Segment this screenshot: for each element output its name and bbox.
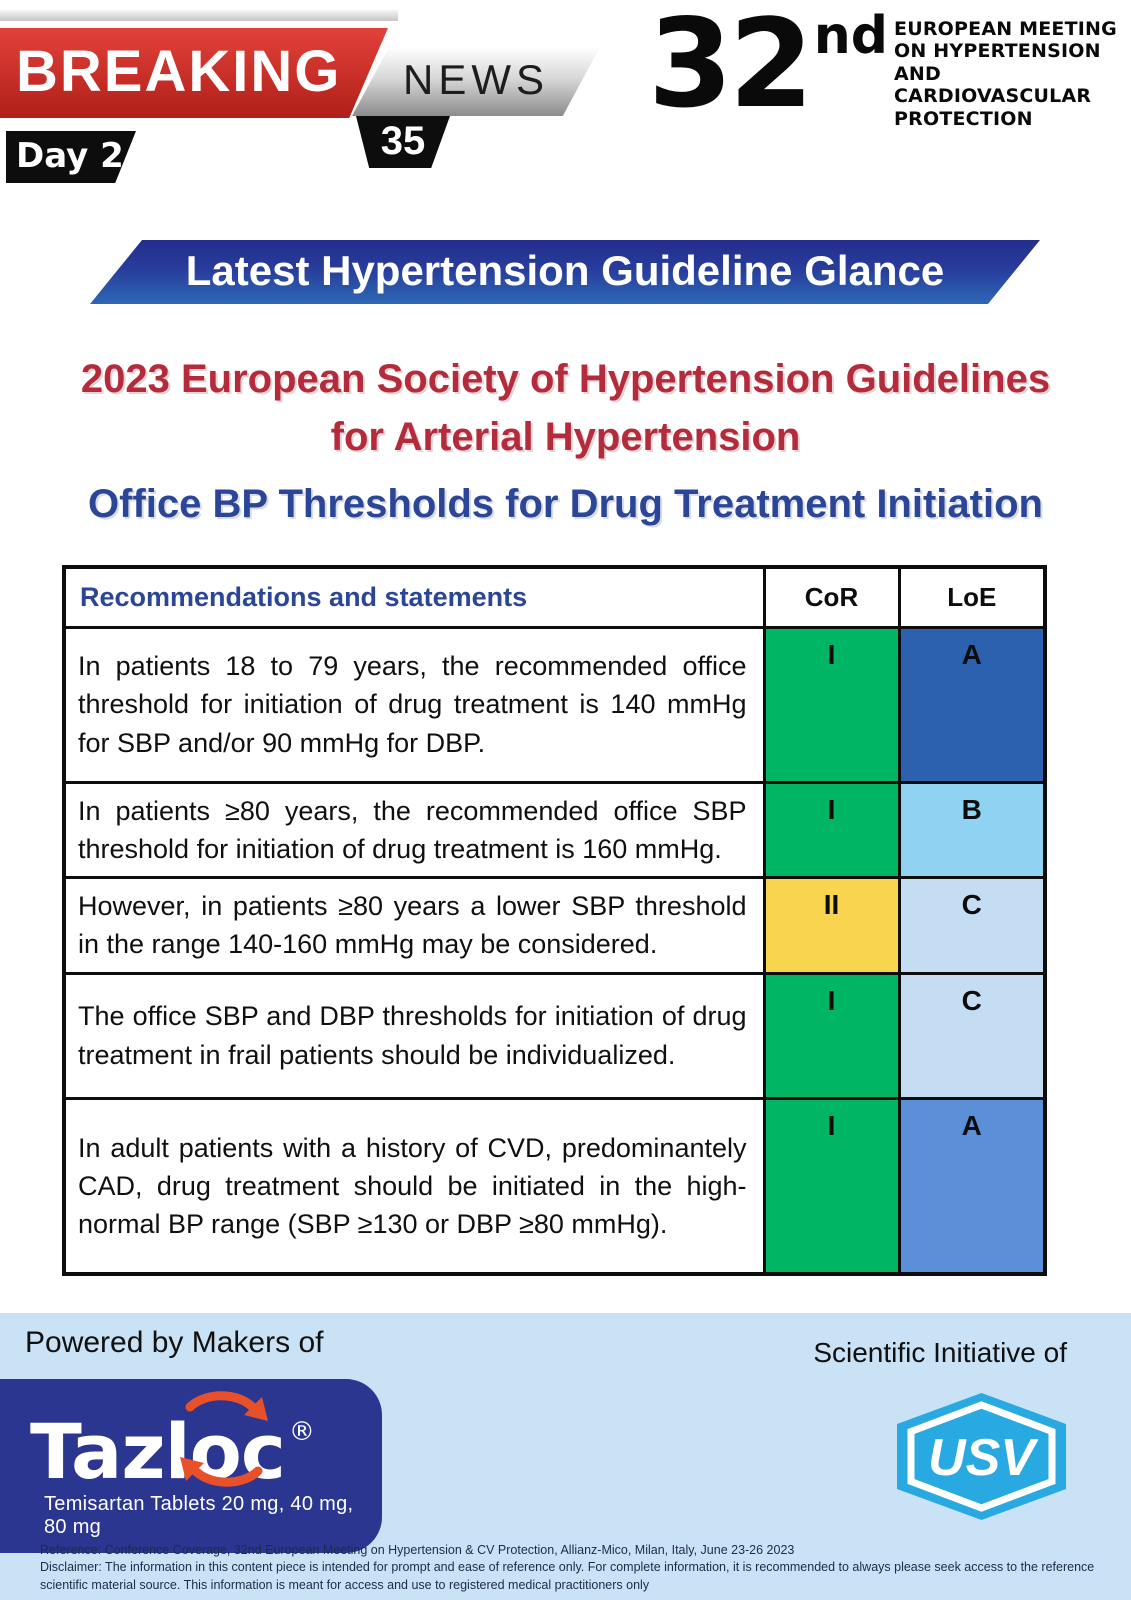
scientific-initiative-label: Scientific Initiative of	[813, 1337, 1067, 1368]
reference-text: Reference: Conference Coverage, 32nd Eur…	[40, 1542, 795, 1557]
powered-by-label: Powered by Makers of	[25, 1326, 324, 1359]
main-title: 2023 European Society of Hypertension Gu…	[0, 350, 1131, 466]
recommendation-text: However, in patients ≥80 years a lower S…	[62, 876, 766, 975]
table-row: The office SBP and DBP thresholds for in…	[62, 971, 1047, 1100]
meeting-logo: 32 nd EUROPEAN MEETING ON HYPERTENSION A…	[648, 0, 1131, 135]
cor-grade-cell: I	[762, 971, 901, 1100]
disclaimer-text: Disclaimer: The information in this cont…	[40, 1560, 1095, 1592]
meeting-name-line1: EUROPEAN MEETING	[894, 18, 1117, 40]
recommendation-text: The office SBP and DBP thresholds for in…	[62, 971, 766, 1100]
tazloc-letter-o: o	[179, 1391, 268, 1496]
main-title-line2: for Arterial Hypertension	[330, 415, 801, 459]
cor-grade-cell: I	[762, 1096, 901, 1276]
tazloc-text-left: Tazl	[30, 1407, 191, 1496]
usv-text: USV	[928, 1429, 1039, 1487]
header-recommendations: Recommendations and statements	[62, 565, 766, 629]
reference-block: Reference: Conference Coverage, 32nd Eur…	[40, 1542, 1110, 1595]
loe-grade-cell: B	[897, 780, 1047, 880]
registered-mark: ®	[288, 1417, 315, 1447]
loe-grade-cell: A	[897, 625, 1047, 784]
table-row: In adult patients with a history of CVD,…	[62, 1096, 1047, 1276]
header-gradient-strip	[0, 10, 398, 21]
recommendation-text: In patients ≥80 years, the recommended o…	[62, 780, 766, 880]
loe-grade-cell: C	[897, 971, 1047, 1100]
main-title-line1: 2023 European Society of Hypertension Gu…	[80, 357, 1051, 401]
table-row: However, in patients ≥80 years a lower S…	[62, 876, 1047, 975]
meeting-number: 32	[648, 0, 814, 135]
tazloc-subtitle: Temisartan Tablets 20 mg, 40 mg, 80 mg	[44, 1493, 354, 1538]
recommendation-text: In patients 18 to 79 years, the recommen…	[62, 625, 766, 784]
subtitle: Office BP Thresholds for Drug Treatment …	[88, 482, 1043, 526]
meeting-name-line3: AND CARDIOVASCULAR	[894, 62, 1092, 108]
header-cor: CoR	[762, 565, 901, 629]
tazloc-text-right: c	[240, 1407, 286, 1496]
news-banner: NEWS	[352, 47, 600, 116]
tazloc-wordmark: Tazlo c ®	[30, 1391, 315, 1496]
table-body: In patients 18 to 79 years, the recommen…	[62, 625, 1047, 1276]
meeting-name-line2: ON HYPERTENSION	[894, 40, 1101, 63]
edition-number-badge: 35	[356, 116, 450, 168]
tazloc-logo: Tazlo c ® Temisartan Tablets 20 mg, 40 mg…	[0, 1379, 382, 1553]
meeting-name-line4: PROTECTION	[894, 107, 1033, 130]
footer: Powered by Makers of Scientific Initiati…	[0, 1313, 1131, 1600]
breaking-news-header: BREAKING NEWS 35 Day 2 32 nd EUROPEAN ME…	[0, 0, 1131, 215]
loe-grade-cell: C	[897, 876, 1047, 975]
recommendations-table: Recommendations and statements CoR LoE I…	[62, 565, 1047, 1277]
table-row: In patients 18 to 79 years, the recommen…	[62, 625, 1047, 784]
loe-grade-cell: A	[897, 1096, 1047, 1276]
cor-grade-cell: I	[762, 625, 901, 784]
usv-logo: USV	[897, 1393, 1066, 1520]
meeting-name: EUROPEAN MEETING ON HYPERTENSION AND CAR…	[894, 8, 1131, 130]
cor-grade-cell: II	[762, 876, 901, 975]
table-row: In patients ≥80 years, the recommended o…	[62, 780, 1047, 880]
breaking-banner: BREAKING	[0, 28, 388, 118]
recommendation-text: In adult patients with a history of CVD,…	[62, 1096, 766, 1276]
guideline-glance-ribbon: Latest Hypertension Guideline Glance	[90, 240, 1040, 304]
table-header-row: Recommendations and statements CoR LoE	[62, 565, 1047, 629]
day-badge: Day 2	[6, 131, 136, 183]
meeting-ordinal: nd	[813, 6, 889, 66]
header-loe: LoE	[897, 565, 1047, 629]
cor-grade-cell: I	[762, 780, 901, 880]
